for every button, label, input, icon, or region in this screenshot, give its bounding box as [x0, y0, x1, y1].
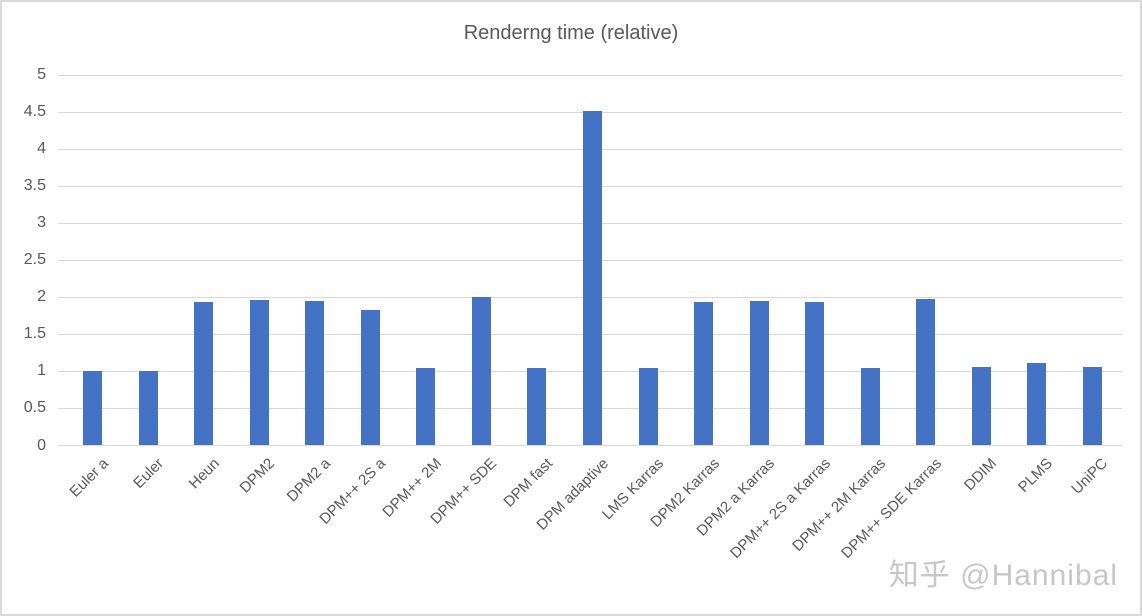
y-axis-tick-label: 3	[37, 214, 46, 232]
gridline	[58, 445, 1122, 446]
bar-euler-a	[83, 371, 103, 446]
bar-dpm-sde	[471, 297, 491, 446]
bar-euler	[138, 371, 158, 446]
bar-plms	[1027, 362, 1047, 446]
bar-lms-karras	[638, 368, 658, 446]
bar-dpm-2m-karras	[860, 368, 880, 446]
bar-dpm-adaptive	[583, 110, 602, 446]
bar-dpm-fast	[527, 368, 547, 446]
bar-dpm-2s-a	[360, 309, 380, 446]
y-axis-tick-label: 3.5	[23, 177, 46, 195]
bar-dpm2-karras	[694, 301, 714, 446]
bar-dpm-sde-karras	[916, 298, 936, 446]
bar-dpm-2m	[416, 367, 436, 446]
y-axis-tick-label: 5	[37, 66, 46, 83]
bar-dpm2-a	[305, 301, 325, 446]
bar-dpm2	[249, 300, 269, 446]
bar-ddim	[971, 366, 991, 446]
watermark: 知乎 @Hannibal	[888, 559, 1118, 592]
y-axis-tick-label: 0	[37, 436, 46, 454]
y-axis-tick-label: 0.5	[23, 399, 46, 417]
chart-title: Renderng time (relative)	[463, 22, 679, 44]
y-axis-tick-label: 1.5	[23, 325, 46, 343]
bar-dpm-2s-a-karras	[805, 301, 825, 446]
gridline	[58, 74, 1122, 76]
y-axis-tick-label: 2.5	[23, 251, 46, 269]
bar-dpm2-a-karras	[749, 301, 769, 446]
y-axis-tick-label: 4.5	[23, 103, 46, 121]
y-axis-tick-label: 4	[37, 140, 46, 158]
y-axis-tick-label: 1	[37, 362, 46, 380]
y-axis-tick-label: 2	[37, 288, 46, 306]
bar-unipc	[1082, 366, 1102, 446]
bar-heun	[194, 302, 214, 446]
